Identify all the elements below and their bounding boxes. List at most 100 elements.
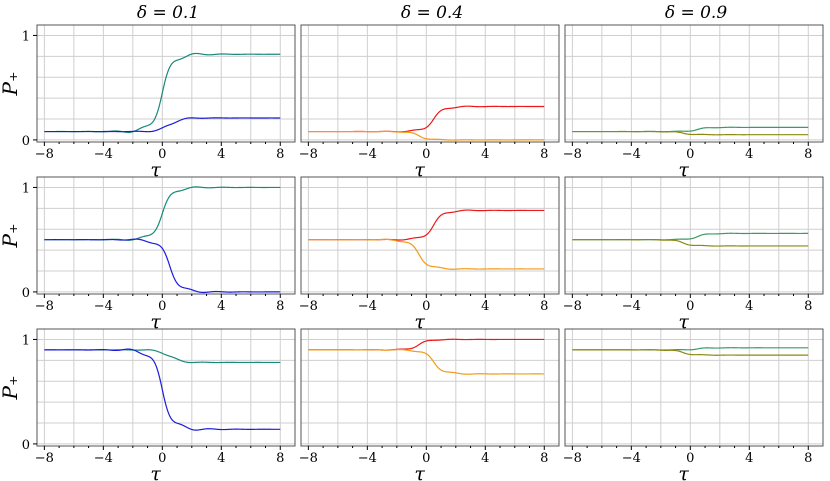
x-tick-label: 0	[422, 299, 430, 314]
series-olive	[572, 349, 809, 356]
y-tick-label: 0	[22, 134, 30, 149]
panel-row3-col3: −8 −4 0 4 8 τ	[563, 328, 824, 481]
x-tick-label: −4	[622, 147, 641, 162]
x-axis-label: τ	[414, 463, 425, 481]
x-tick-label: −8	[563, 147, 582, 162]
x-tick-label: 0	[686, 299, 694, 314]
x-tick-label: −8	[563, 299, 582, 314]
x-tick-label: 0	[422, 451, 430, 466]
grid	[565, 329, 823, 446]
x-axis-label: τ	[150, 463, 161, 481]
x-axis-label: τ	[414, 311, 425, 333]
grid	[37, 25, 295, 142]
x-tick-label: 0	[158, 299, 166, 314]
x-tick-label: 4	[481, 299, 489, 314]
x-tick-label: 8	[276, 451, 284, 466]
x-tick-label: 0	[158, 451, 166, 466]
series-orange	[308, 348, 545, 375]
x-tick-label: 4	[217, 451, 225, 466]
x-tick-label: 4	[481, 147, 489, 162]
series-orange	[308, 130, 545, 141]
x-tick-label: 8	[804, 147, 812, 162]
x-tick-label: −4	[94, 147, 113, 162]
x-tick-label: −8	[299, 299, 318, 314]
x-tick-label: −4	[94, 451, 113, 466]
axes-frame	[36, 24, 296, 143]
x-axis-label: τ	[414, 159, 425, 181]
column-titles: δ = 0.1 δ = 0.4 δ = 0.9	[137, 3, 728, 23]
axes-frame	[300, 328, 560, 447]
y-tick-label: 0	[22, 438, 30, 453]
grid	[37, 329, 295, 446]
x-tick-label: −4	[622, 451, 641, 466]
x-tick-label: −8	[563, 451, 582, 466]
x-tick-label: 8	[540, 147, 548, 162]
x-tick-label: 4	[745, 147, 753, 162]
panel-row2-col3: −8 −4 0 4 8 τ	[563, 176, 824, 333]
x-tick-label: 0	[686, 147, 694, 162]
y-axis-label: P₊	[0, 375, 22, 400]
x-tick-label: 8	[540, 451, 548, 466]
grid	[301, 177, 559, 294]
column-title-2: δ = 0.4	[401, 3, 463, 23]
y-tick-label: 1	[22, 181, 30, 196]
x-tick-label: 8	[276, 299, 284, 314]
panel-row1-col2: −8 −4 0 4 8 τ	[299, 24, 560, 181]
panel-row1-col3: −8 −4 0 4 8 τ	[563, 24, 824, 181]
grid	[37, 177, 295, 294]
axes-frame	[300, 24, 560, 143]
x-axis-label: τ	[678, 311, 689, 333]
y-axis-label: P₊	[0, 71, 22, 96]
column-title-3: δ = 0.9	[665, 3, 728, 23]
x-tick-label: 4	[745, 299, 753, 314]
axes-frame	[564, 176, 824, 295]
x-tick-label: 4	[481, 451, 489, 466]
x-tick-label: −4	[358, 299, 377, 314]
y-axis-label: P₊	[0, 223, 22, 248]
x-tick-label: −8	[299, 147, 318, 162]
panel-row2-col2: −8 −4 0 4 8 τ	[299, 176, 560, 333]
y-tick-label: 0	[22, 286, 30, 301]
series-olive	[572, 130, 809, 136]
x-axis-label: τ	[678, 159, 689, 181]
x-tick-label: 0	[422, 147, 430, 162]
x-tick-label: 8	[804, 451, 812, 466]
x-tick-label: −8	[35, 451, 54, 466]
grid	[301, 25, 559, 142]
series-blue	[44, 238, 281, 294]
y-tick-label: 1	[22, 29, 30, 44]
grid	[565, 25, 823, 142]
x-tick-label: −8	[35, 147, 54, 162]
series-olive	[572, 238, 809, 247]
series-blue	[44, 117, 281, 133]
x-tick-label: 8	[540, 299, 548, 314]
x-tick-label: 4	[217, 147, 225, 162]
x-tick-label: 8	[804, 299, 812, 314]
series-blue	[44, 348, 281, 431]
x-axis-label: τ	[150, 311, 161, 333]
panel-row3-col2: −8 −4 0 4 8 τ	[299, 328, 560, 481]
x-tick-label: 4	[217, 299, 225, 314]
axes-frame	[564, 328, 824, 447]
grid	[301, 329, 559, 446]
x-tick-label: 0	[686, 451, 694, 466]
x-tick-label: 8	[276, 147, 284, 162]
axes-frame	[36, 328, 296, 447]
grid	[565, 177, 823, 294]
x-tick-label: −8	[35, 299, 54, 314]
x-axis-label: τ	[150, 159, 161, 181]
x-tick-label: −4	[94, 299, 113, 314]
x-tick-label: −4	[622, 299, 641, 314]
x-tick-label: 0	[158, 147, 166, 162]
axes-frame	[564, 24, 824, 143]
column-title-1: δ = 0.1	[137, 3, 199, 23]
series-orange	[308, 238, 545, 270]
x-tick-label: −4	[358, 451, 377, 466]
axes-frame	[36, 176, 296, 295]
x-tick-label: −4	[358, 147, 377, 162]
